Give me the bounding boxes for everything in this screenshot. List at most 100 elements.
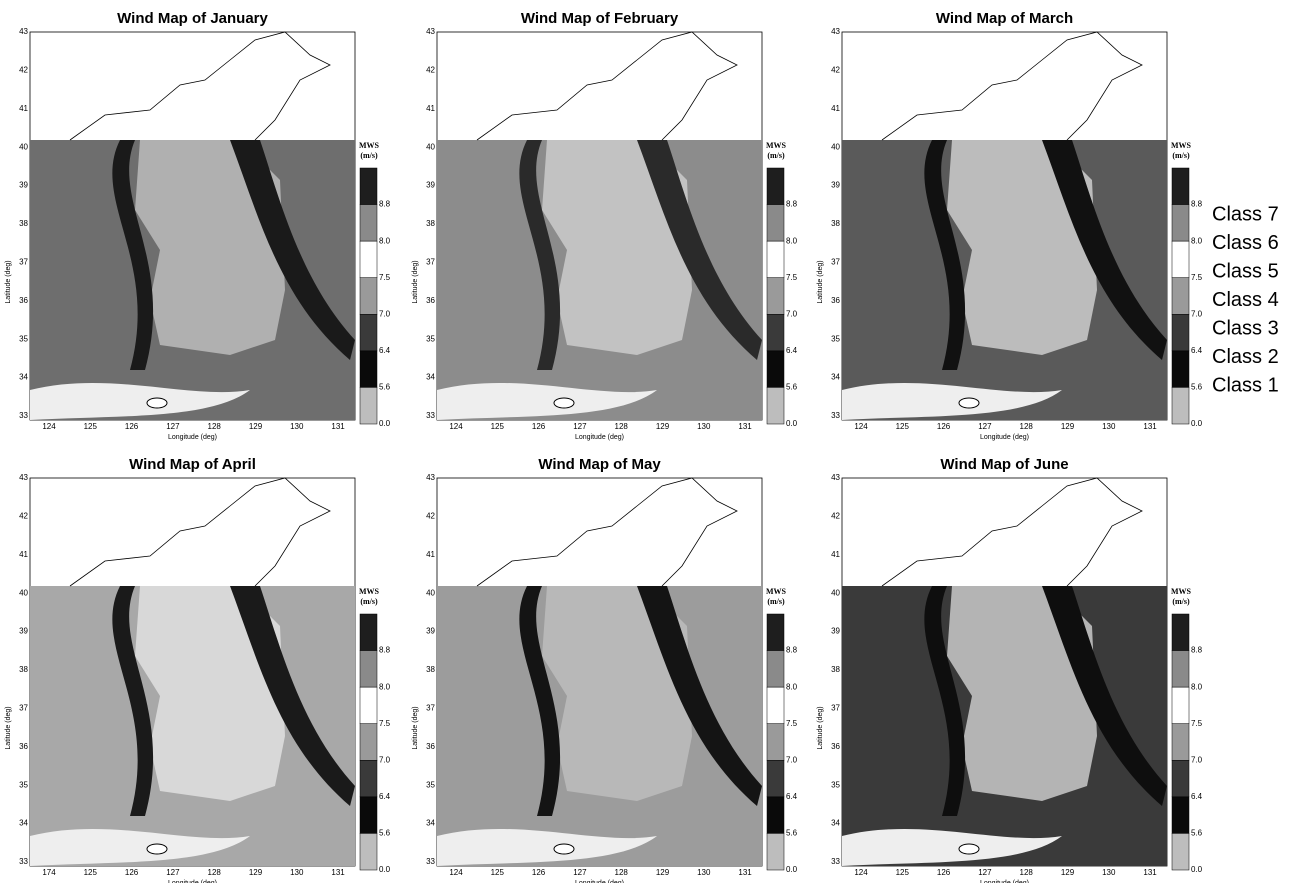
y-tick-label: 43 [426, 473, 435, 482]
class-legend-label: Class 3 [1212, 317, 1279, 339]
colorbar-tick-label: 8.0 [1191, 682, 1203, 691]
colorbar-label: (m/s) [360, 597, 378, 606]
y-tick-label: 36 [831, 742, 840, 751]
colorbar-label: (m/s) [360, 151, 378, 160]
colorbar-segment [767, 614, 784, 651]
colorbar-segment [767, 833, 784, 870]
x-tick-label: 174 [42, 868, 56, 877]
y-tick-label: 37 [426, 258, 435, 267]
map-panel: Wind Map of May3334353637383940414243124… [412, 456, 798, 883]
y-tick-label: 34 [426, 373, 435, 382]
colorbar-segment [767, 387, 784, 424]
colorbar-segment [1172, 797, 1189, 834]
colorbar-label: MWS [1171, 141, 1192, 150]
class-legend-label: Class 4 [1212, 289, 1279, 311]
x-tick-label: 129 [656, 868, 670, 877]
y-tick-label: 37 [19, 704, 28, 713]
colorbar-tick-label: 0.0 [786, 865, 798, 874]
y-tick-label: 39 [19, 627, 28, 636]
y-tick-label: 35 [19, 334, 28, 343]
colorbar-segment [360, 687, 377, 724]
x-tick-label: 125 [896, 422, 910, 431]
y-tick-label: 43 [426, 27, 435, 36]
y-tick-label: 34 [426, 819, 435, 828]
colorbar-tick-label: 7.5 [379, 719, 391, 728]
colorbar-label: MWS [359, 141, 380, 150]
x-axis-label: Longitude (deg) [168, 434, 217, 441]
colorbar-tick-label: 6.4 [1191, 346, 1203, 355]
colorbar-tick-label: 7.0 [379, 755, 391, 764]
y-tick-label: 36 [19, 296, 28, 305]
y-tick-label: 43 [831, 473, 840, 482]
colorbar-segment [1172, 724, 1189, 761]
class-legend-label: Class 6 [1212, 232, 1279, 254]
colorbar-segment [1172, 351, 1189, 388]
colorbar-tick-label: 8.8 [786, 646, 798, 655]
colorbar-segment [360, 278, 377, 315]
x-tick-label: 125 [896, 868, 910, 877]
colorbar-label: MWS [766, 587, 787, 596]
y-tick-label: 38 [831, 665, 840, 674]
class-legend-label: Class 1 [1212, 374, 1279, 396]
colorbar-segment [767, 278, 784, 315]
x-tick-label: 124 [854, 868, 868, 877]
x-tick-label: 130 [290, 868, 304, 877]
colorbar-tick-label: 6.4 [379, 346, 391, 355]
panel-title: Wind Map of May [538, 456, 661, 473]
colorbar-segment [767, 724, 784, 761]
y-tick-label: 35 [19, 780, 28, 789]
x-tick-label: 124 [854, 422, 868, 431]
x-tick-label: 131 [1143, 868, 1157, 877]
colorbar-tick-label: 8.0 [379, 236, 391, 245]
colorbar-segment [1172, 205, 1189, 242]
y-tick-label: 43 [19, 27, 28, 36]
colorbar-tick-label: 5.6 [379, 383, 391, 392]
class-legend-label: Class 5 [1212, 260, 1279, 282]
colorbar-segment [360, 168, 377, 205]
map-panel: Wind Map of February33343536373839404142… [412, 10, 798, 441]
colorbar-segment [1172, 651, 1189, 688]
colorbar-label: (m/s) [1172, 597, 1190, 606]
map-panel: Wind Map of January333435363738394041424… [5, 10, 391, 441]
y-tick-label: 39 [831, 181, 840, 190]
colorbar-segment [767, 651, 784, 688]
y-tick-label: 41 [19, 104, 28, 113]
y-tick-label: 38 [19, 219, 28, 228]
class-legend-label: Class 7 [1212, 203, 1279, 225]
colorbar-tick-label: 8.8 [1191, 200, 1203, 209]
y-tick-label: 33 [831, 857, 840, 866]
colorbar-segment [1172, 168, 1189, 205]
x-tick-label: 126 [532, 868, 546, 877]
y-tick-label: 41 [426, 550, 435, 559]
x-tick-label: 128 [1020, 422, 1034, 431]
colorbar-segment [767, 760, 784, 797]
panel-title: Wind Map of March [936, 10, 1073, 27]
x-tick-label: 130 [697, 868, 711, 877]
x-tick-label: 125 [84, 422, 98, 431]
colorbar-tick-label: 7.5 [786, 719, 798, 728]
map-panel: Wind Map of March33343536373839404142431… [817, 10, 1203, 441]
map-panel: Wind Map of June333435363738394041424312… [817, 456, 1203, 883]
island [554, 398, 574, 408]
x-tick-label: 130 [1102, 422, 1116, 431]
y-tick-label: 39 [831, 627, 840, 636]
colorbar-segment [360, 724, 377, 761]
colorbar-segment [360, 387, 377, 424]
colorbar-label: MWS [1171, 587, 1192, 596]
colorbar-tick-label: 8.0 [1191, 236, 1203, 245]
y-tick-label: 42 [19, 512, 28, 521]
colorbar-tick-label: 5.6 [379, 829, 391, 838]
y-tick-label: 37 [426, 704, 435, 713]
y-tick-label: 38 [19, 665, 28, 674]
x-tick-label: 127 [166, 868, 180, 877]
x-tick-label: 128 [208, 422, 222, 431]
y-tick-label: 42 [831, 512, 840, 521]
colorbar-tick-label: 5.6 [786, 829, 798, 838]
x-tick-label: 130 [697, 422, 711, 431]
colorbar-label: (m/s) [1172, 151, 1190, 160]
colorbar-segment [1172, 687, 1189, 724]
colorbar-tick-label: 7.5 [1191, 719, 1203, 728]
colorbar-segment [1172, 614, 1189, 651]
y-tick-label: 41 [426, 104, 435, 113]
y-tick-label: 42 [831, 66, 840, 75]
